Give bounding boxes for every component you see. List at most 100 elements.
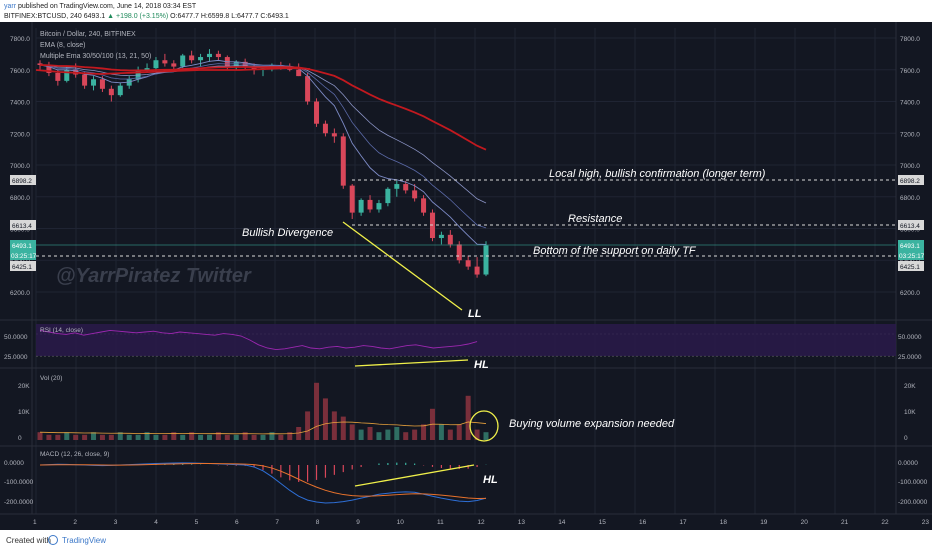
price-axis-right-label: 6800.0 [900, 195, 920, 202]
volume-bar [322, 398, 328, 440]
x-axis-label: 2 [73, 519, 77, 526]
candle-body [385, 188, 391, 204]
candle-body [412, 190, 418, 199]
volume-bar [46, 434, 52, 440]
x-axis-label: 18 [720, 519, 728, 526]
tag-left-local-high: 6898.2 [12, 178, 32, 185]
candle-body [153, 60, 159, 69]
volume-bar [242, 432, 248, 440]
candle-body [144, 68, 150, 70]
candle-body [447, 234, 453, 245]
tag-left-timer: 03:25:17 [11, 253, 37, 260]
vol-axis-right-label: 20K [904, 383, 916, 390]
candle-body [91, 79, 97, 86]
volume-bar [224, 434, 230, 440]
volume-bar [233, 434, 239, 440]
macd-pane [39, 462, 487, 504]
author-link[interactable]: yarr [4, 3, 17, 10]
ohlc-label: O:6477.7 H:6599.8 L:6477.7 C:6493.1 [170, 13, 289, 20]
x-axis-label: 8 [316, 519, 320, 526]
volume-bar [180, 434, 186, 440]
price-axis-right-label: 7200.0 [900, 131, 920, 138]
x-axis-label: 14 [558, 519, 566, 526]
tradingview-link[interactable]: TradingView [62, 536, 107, 545]
annotation-local-high: Local high, bullish confirmation (longer… [549, 168, 766, 180]
chart-area[interactable]: 7800.0 7800.0 7600.0 7600.0 7400.0 7400.0 7200… [0, 22, 932, 530]
candle-body [64, 69, 70, 81]
ema-50-line [39, 64, 487, 151]
volume-bar [278, 434, 284, 440]
x-axis-label: 15 [599, 519, 607, 526]
price-axis-right-label: 7600.0 [900, 68, 920, 75]
x-axis-label: 9 [356, 519, 360, 526]
macd-axis-left-label: 0.0000 [4, 460, 24, 467]
created-with-label: Created with [6, 536, 51, 545]
volume-bar [144, 432, 150, 440]
candle-body [37, 63, 43, 65]
volume-bar [403, 432, 409, 440]
volume-bar [385, 429, 391, 440]
candle-body [314, 101, 320, 124]
candle-body [421, 198, 427, 213]
candle-body [403, 184, 409, 191]
x-axis-label: 22 [881, 519, 889, 526]
candle-body [474, 266, 480, 275]
volume-bar [82, 434, 88, 440]
ema-lines [35, 59, 487, 245]
tradingview-logo-icon [48, 535, 58, 545]
tag-right-local-high: 6898.2 [900, 178, 920, 185]
x-axis-label: 13 [518, 519, 526, 526]
volume-bar [376, 432, 382, 440]
legend-multi-ema: Multiple Ema 30/50/100 (13, 21, 50) [40, 53, 151, 60]
volume-bar [37, 432, 43, 440]
volume-bar [314, 382, 320, 440]
x-axis-label: 16 [639, 519, 647, 526]
candle-body [162, 60, 168, 64]
rsi-axis-right-label: 50.0000 [898, 334, 922, 341]
price-axis-left-label: 7200.0 [10, 131, 30, 138]
price-axis-left-label: 7600.0 [10, 68, 30, 75]
candle-body [358, 199, 364, 213]
symbol-label: BITFINEX:BTCUSD, 240 [4, 13, 82, 20]
price-axis-left-label: 7400.0 [10, 100, 30, 107]
volume-bar [91, 432, 97, 440]
annotation-bullish-divergence: Bullish Divergence [242, 227, 333, 239]
volume-bar [474, 429, 480, 440]
price-axis-left-label: 6200.0 [10, 290, 30, 297]
candle-body [215, 53, 221, 58]
candles[interactable] [37, 49, 489, 278]
volume-bar [260, 434, 266, 440]
volume-bar [394, 427, 400, 440]
volume-bar [126, 434, 132, 440]
rsi-axis-left-label: 50.0000 [4, 334, 28, 341]
ema-13-line [39, 63, 487, 229]
volume-bar [367, 427, 373, 440]
tag-right-support: 6425.1 [900, 264, 920, 271]
x-axis-label: 20 [801, 519, 809, 526]
volume-bar [438, 424, 444, 440]
annotation-ll: LL [468, 308, 482, 320]
candle-body [483, 245, 489, 275]
tag-right-resistance: 6613.4 [900, 223, 920, 230]
rsi-pane [39, 329, 478, 351]
volume-bar [135, 434, 141, 440]
candle-body [331, 133, 337, 137]
candle-body [322, 123, 328, 134]
x-axis-label: 5 [195, 519, 199, 526]
macd-axis-right-label: -100.0000 [898, 479, 928, 486]
volume-bar [117, 432, 123, 440]
vol-axis-left-label: 0 [18, 435, 22, 442]
volume-bar [287, 432, 293, 440]
footer: Created with TradingView [0, 530, 932, 550]
price-axis-left-label: 6800.0 [10, 195, 30, 202]
volume-bar [99, 434, 105, 440]
x-axis-label: 23 [922, 519, 930, 526]
divergence-line-price [342, 221, 463, 311]
volume-bar [269, 432, 275, 440]
candle-body [46, 64, 52, 73]
volume-bar [349, 424, 355, 440]
candle-body [82, 74, 88, 86]
vol-axis-right-label: 0 [904, 435, 908, 442]
macd-axis-left-label: -100.0000 [4, 479, 34, 486]
